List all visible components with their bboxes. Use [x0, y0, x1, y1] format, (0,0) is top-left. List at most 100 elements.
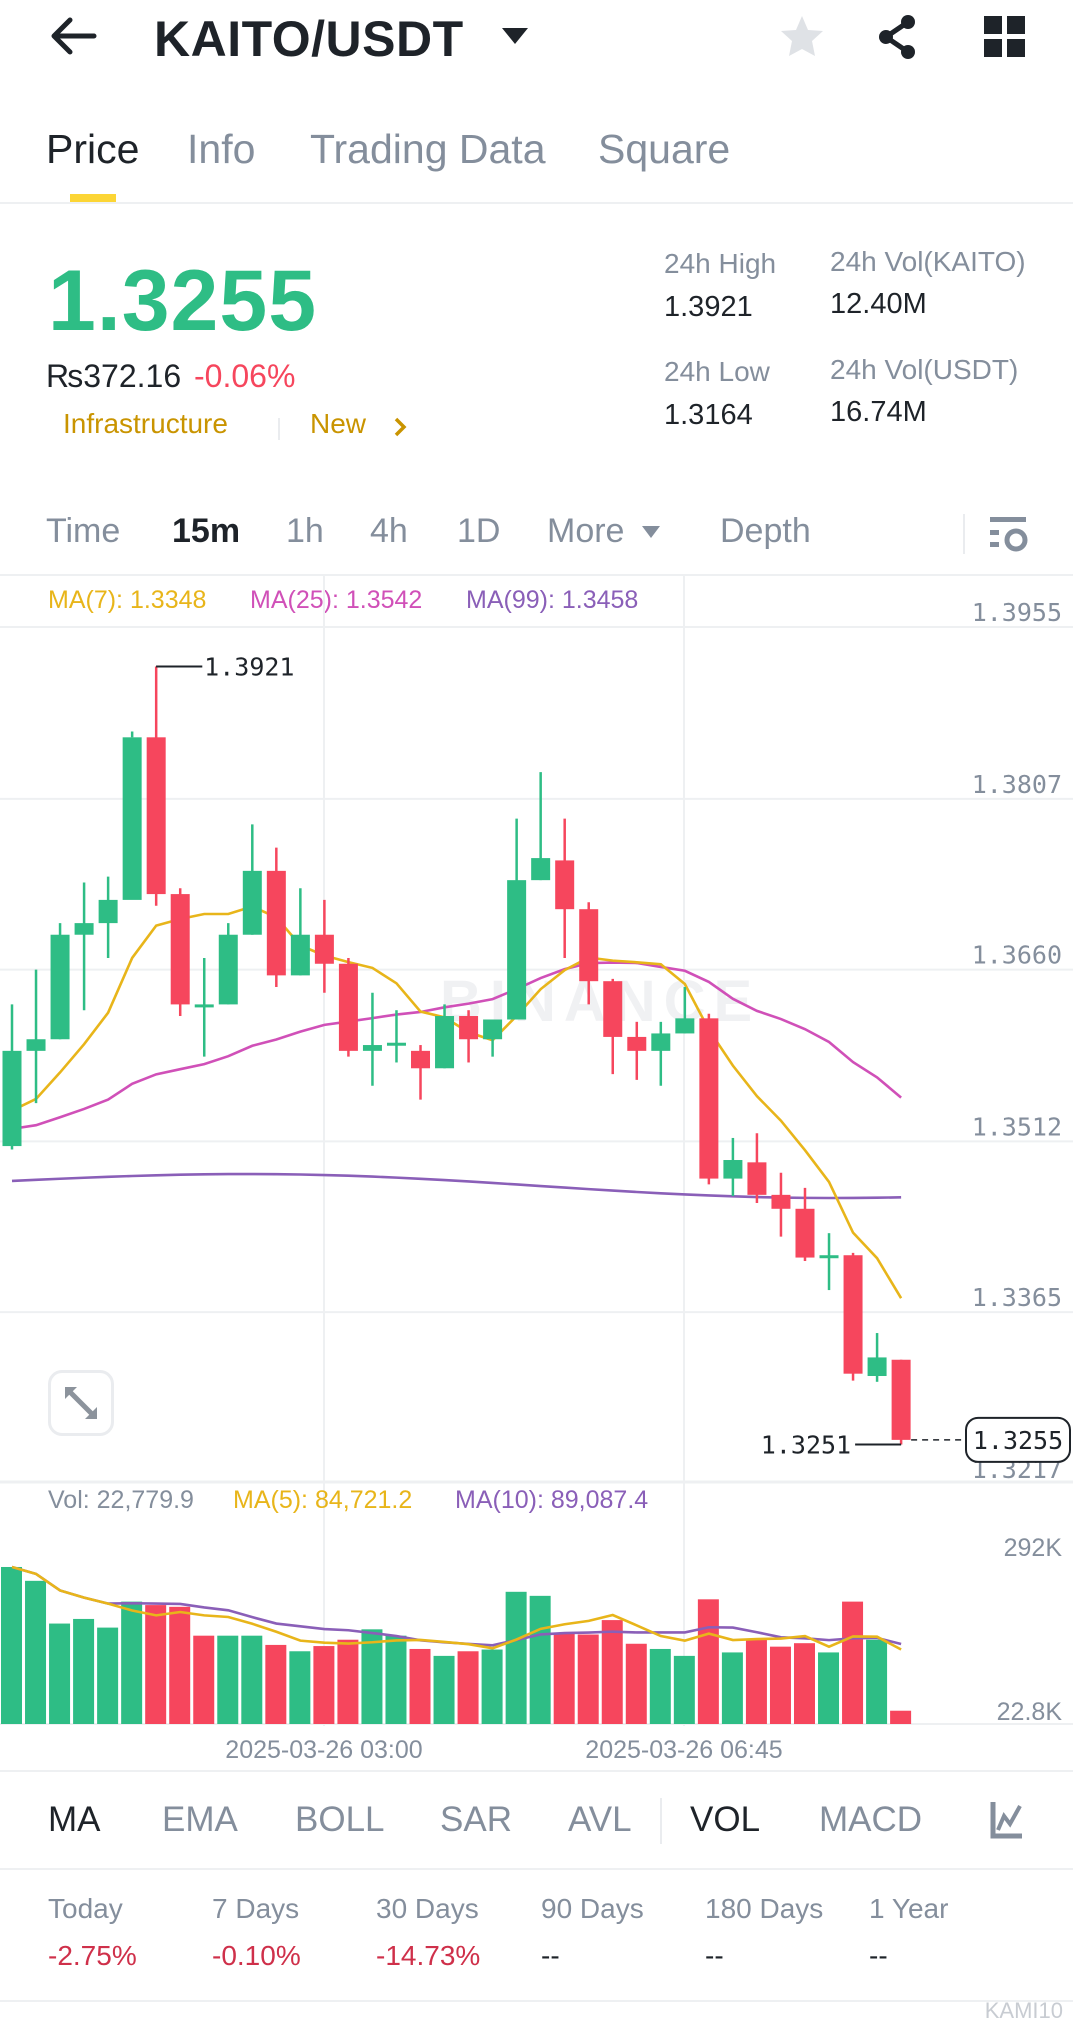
- candle-body: [266, 870, 286, 976]
- volume-bar: [625, 1643, 647, 1724]
- volume-bar: [121, 1601, 143, 1724]
- tab-info[interactable]: Info: [187, 126, 256, 172]
- interval-15m[interactable]: 15m: [172, 512, 241, 550]
- volume-bar: [505, 1591, 527, 1724]
- low-label: 24h Low: [664, 356, 770, 387]
- y-axis-label: 1.3365: [972, 1283, 1062, 1312]
- candle-body: [290, 934, 310, 976]
- candle-body: [314, 934, 334, 964]
- volume-bar: [769, 1646, 791, 1724]
- vol-base-label: 24h Vol(KAITO): [830, 246, 1026, 277]
- bottom-divider: [0, 2000, 1073, 2002]
- volume-bar: [73, 1618, 95, 1724]
- vol-ma5-legend: MA(5): 84,721.2: [233, 1486, 413, 1514]
- candle-body: [603, 981, 623, 1037]
- vol-legend: Vol: 22,779.9: [48, 1486, 194, 1514]
- candle-body: [459, 1016, 479, 1040]
- interval-4h[interactable]: 4h: [370, 512, 408, 550]
- volume-bar: [337, 1639, 359, 1724]
- candle-body: [723, 1160, 743, 1179]
- perf-value-today: -2.75%: [48, 1940, 137, 1971]
- caret-down-icon[interactable]: [500, 24, 530, 48]
- indicator-ema[interactable]: EMA: [162, 1800, 238, 1839]
- tag-divider: [278, 418, 280, 440]
- volume-bar: [217, 1635, 239, 1724]
- chart-settings-icon[interactable]: [988, 514, 1030, 556]
- volume-bar: [1, 1566, 22, 1724]
- more-caret-icon[interactable]: [641, 524, 661, 540]
- vol-base-value: 12.40M: [830, 288, 927, 320]
- volume-bar: [866, 1639, 888, 1724]
- high-label: 24h High: [664, 248, 777, 279]
- candle-body: [338, 963, 358, 1051]
- volume-bar: [818, 1652, 840, 1724]
- volume-bar: [553, 1632, 575, 1724]
- perf-value-180d: --: [705, 1940, 724, 1971]
- volume-bar: [481, 1649, 503, 1724]
- volume-bar: [193, 1635, 215, 1724]
- volume-bar: [745, 1638, 767, 1724]
- ma7-line: [11, 905, 903, 1299]
- volume-bar: [97, 1627, 119, 1724]
- candle-body: [435, 1016, 455, 1069]
- tab-price[interactable]: Price: [46, 126, 140, 172]
- candle-body: [627, 1036, 647, 1051]
- candle-body: [386, 1042, 406, 1046]
- candle-body: [675, 1018, 695, 1034]
- volume-bar: [721, 1652, 743, 1724]
- star-icon[interactable]: [777, 12, 827, 62]
- tag-new[interactable]: New: [310, 408, 367, 439]
- interval-time[interactable]: Time: [46, 512, 121, 550]
- y-axis-label: 1.3512: [972, 1112, 1062, 1141]
- indicator-ma[interactable]: MA: [48, 1800, 101, 1839]
- share-icon[interactable]: [873, 12, 923, 62]
- candle-body: [170, 894, 190, 1005]
- perf-value-90d: --: [541, 1940, 560, 1971]
- indicator-settings-icon[interactable]: [990, 1800, 1024, 1840]
- interval-divider: [963, 514, 965, 554]
- volume-bar: [601, 1620, 623, 1724]
- expand-chart-button[interactable]: [48, 1370, 114, 1436]
- tab-trading-data[interactable]: Trading Data: [310, 126, 546, 172]
- interval-depth[interactable]: Depth: [720, 512, 811, 550]
- ma99-legend: MA(99): 1.3458: [466, 586, 639, 614]
- perf-label-1y: 1 Year: [869, 1893, 949, 1924]
- interval-1h[interactable]: 1h: [286, 512, 324, 550]
- change-percent: -0.06%: [194, 358, 296, 394]
- volume-bar: [361, 1629, 383, 1724]
- y-axis-label: 1.3807: [972, 770, 1062, 799]
- volume-bar: [842, 1601, 864, 1724]
- pair-title[interactable]: KAITO/USDT: [154, 11, 464, 67]
- candle-body: [242, 870, 262, 935]
- candlestick-chart[interactable]: BINANCE1.39551.38071.36601.35121.33651.3…: [0, 576, 1073, 1770]
- vol-axis-min: 22.8K: [997, 1698, 1063, 1726]
- indicator-sar[interactable]: SAR: [440, 1800, 512, 1839]
- chevron-right-icon[interactable]: [393, 416, 407, 438]
- tag-infrastructure[interactable]: Infrastructure: [63, 408, 228, 439]
- grid-icon[interactable]: [980, 12, 1030, 62]
- back-arrow-icon[interactable]: [46, 14, 102, 58]
- indicator-macd[interactable]: MACD: [819, 1800, 923, 1839]
- interval-more[interactable]: More: [547, 512, 625, 550]
- candle-body: [218, 934, 238, 1005]
- indicator-divider: [660, 1798, 662, 1844]
- volume-bar: [289, 1651, 311, 1724]
- perf-label-90d: 90 Days: [541, 1893, 644, 1924]
- tab-square[interactable]: Square: [598, 126, 731, 172]
- indicator-vol[interactable]: VOL: [690, 1800, 761, 1839]
- current-price-tag: [965, 1416, 1071, 1463]
- volume-bar: [529, 1595, 551, 1724]
- perf-value-7d: -0.10%: [212, 1940, 301, 1971]
- high-marker-label: 1.3921: [204, 652, 294, 681]
- candle-body: [507, 880, 527, 1020]
- interval-1d[interactable]: 1D: [457, 512, 501, 550]
- vol-ma10-legend: MA(10): 89,087.4: [455, 1486, 649, 1514]
- y-axis-label: 1.3660: [972, 941, 1062, 970]
- fiat-price: ₨372.16: [46, 358, 182, 394]
- candle-body: [747, 1162, 767, 1195]
- perf-value-30d: -14.73%: [376, 1940, 481, 1971]
- indicator-boll[interactable]: BOLL: [295, 1800, 385, 1839]
- expand-icon: [65, 1387, 97, 1419]
- y-axis-label: 1.3955: [972, 598, 1062, 627]
- indicator-avl[interactable]: AVL: [568, 1800, 632, 1839]
